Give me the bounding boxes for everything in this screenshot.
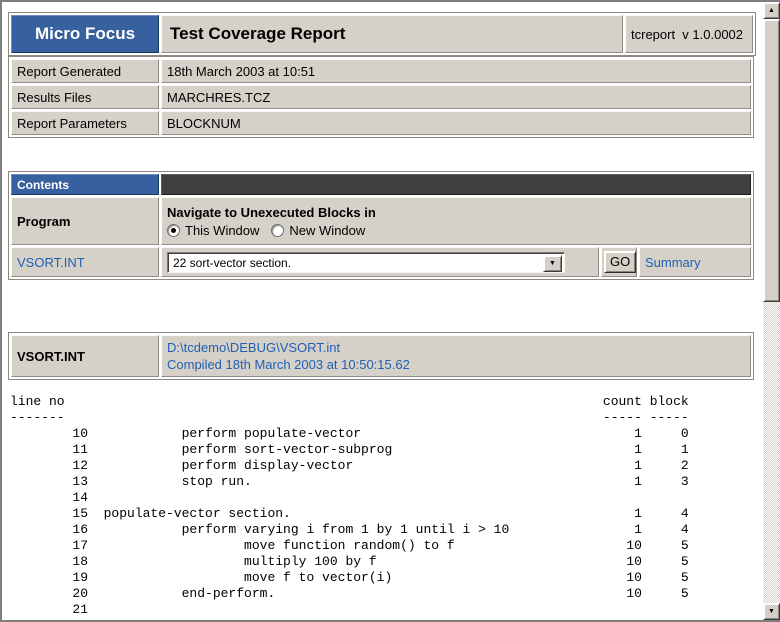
block-select-value: 22 sort-vector section. xyxy=(173,255,292,270)
summary-link[interactable]: Summary xyxy=(645,254,701,270)
contents-header-spacer xyxy=(161,174,751,195)
radio-this-window[interactable]: This Window xyxy=(167,223,259,238)
radio-new-window-label: New Window xyxy=(289,222,366,238)
radio-new-window[interactable]: New Window xyxy=(271,223,365,238)
report-parameters-value: BLOCKNUM xyxy=(161,111,751,135)
chevron-down-icon[interactable]: ▼ xyxy=(543,254,562,272)
file-info-table: VSORT.INT D:\tcdemo\DEBUG\VSORT.int Comp… xyxy=(8,332,754,380)
report-parameters-label: Report Parameters xyxy=(11,111,159,135)
contents-header: Contents xyxy=(11,174,159,195)
radio-this-window-label: This Window xyxy=(185,222,260,238)
go-button-cell: GO xyxy=(601,247,637,277)
report-generated-label: Report Generated xyxy=(11,59,159,83)
report-page: Micro Focus Test Coverage Report tcrepor… xyxy=(8,12,756,618)
contents-table: Contents Program Navigate to Unexecuted … xyxy=(8,171,754,280)
file-path-link[interactable]: D:\tcdemo\DEBUG\VSORT.int xyxy=(167,340,341,355)
file-detail-cell: D:\tcdemo\DEBUG\VSORT.int Compiled 18th … xyxy=(161,335,751,377)
navigate-cell: Navigate to Unexecuted Blocks in This Wi… xyxy=(161,197,751,245)
brand-logo: Micro Focus xyxy=(11,15,159,53)
program-link-vsort[interactable]: VSORT.INT xyxy=(17,254,85,270)
code-listing: line no count block ------- ----- ----- … xyxy=(10,394,689,617)
go-button[interactable]: GO xyxy=(604,251,636,273)
scrollbar-thumb[interactable] xyxy=(763,19,780,302)
table-row: Results Files MARCHRES.TCZ xyxy=(11,85,751,109)
compiled-label: Compiled 18th March 2003 at 10:50:15.62 xyxy=(167,357,410,372)
program-link-cell: VSORT.INT xyxy=(11,247,159,277)
report-info-table: Report Generated 18th March 2003 at 10:5… xyxy=(8,56,754,138)
results-files-label: Results Files xyxy=(11,85,159,109)
report-generated-value: 18th March 2003 at 10:51 xyxy=(161,59,751,83)
results-files-value: MARCHRES.TCZ xyxy=(161,85,751,109)
vertical-scrollbar: ▲ ▼ xyxy=(763,2,780,620)
scroll-up-button[interactable]: ▲ xyxy=(763,2,780,19)
radio-unselected-icon[interactable] xyxy=(271,223,285,237)
scroll-down-icon: ▼ xyxy=(768,608,775,615)
block-select[interactable]: 22 sort-vector section. ▼ xyxy=(167,251,565,273)
version-label: tcreport v 1.0.0002 xyxy=(625,15,753,53)
navigate-label: Navigate to Unexecuted Blocks in xyxy=(167,204,376,220)
table-row: Report Generated 18th March 2003 at 10:5… xyxy=(11,59,751,83)
block-select-cell: 22 sort-vector section. ▼ xyxy=(161,247,599,277)
scroll-down-button[interactable]: ▼ xyxy=(763,603,780,620)
file-name-label: VSORT.INT xyxy=(11,335,159,377)
scroll-up-icon: ▲ xyxy=(768,7,775,14)
program-label: Program xyxy=(11,197,159,245)
summary-cell: Summary xyxy=(639,247,751,277)
page-title: Test Coverage Report xyxy=(161,15,623,53)
table-row: Report Parameters BLOCKNUM xyxy=(11,111,751,135)
radio-selected-icon[interactable] xyxy=(167,223,180,237)
header-banner: Micro Focus Test Coverage Report tcrepor… xyxy=(8,12,756,56)
